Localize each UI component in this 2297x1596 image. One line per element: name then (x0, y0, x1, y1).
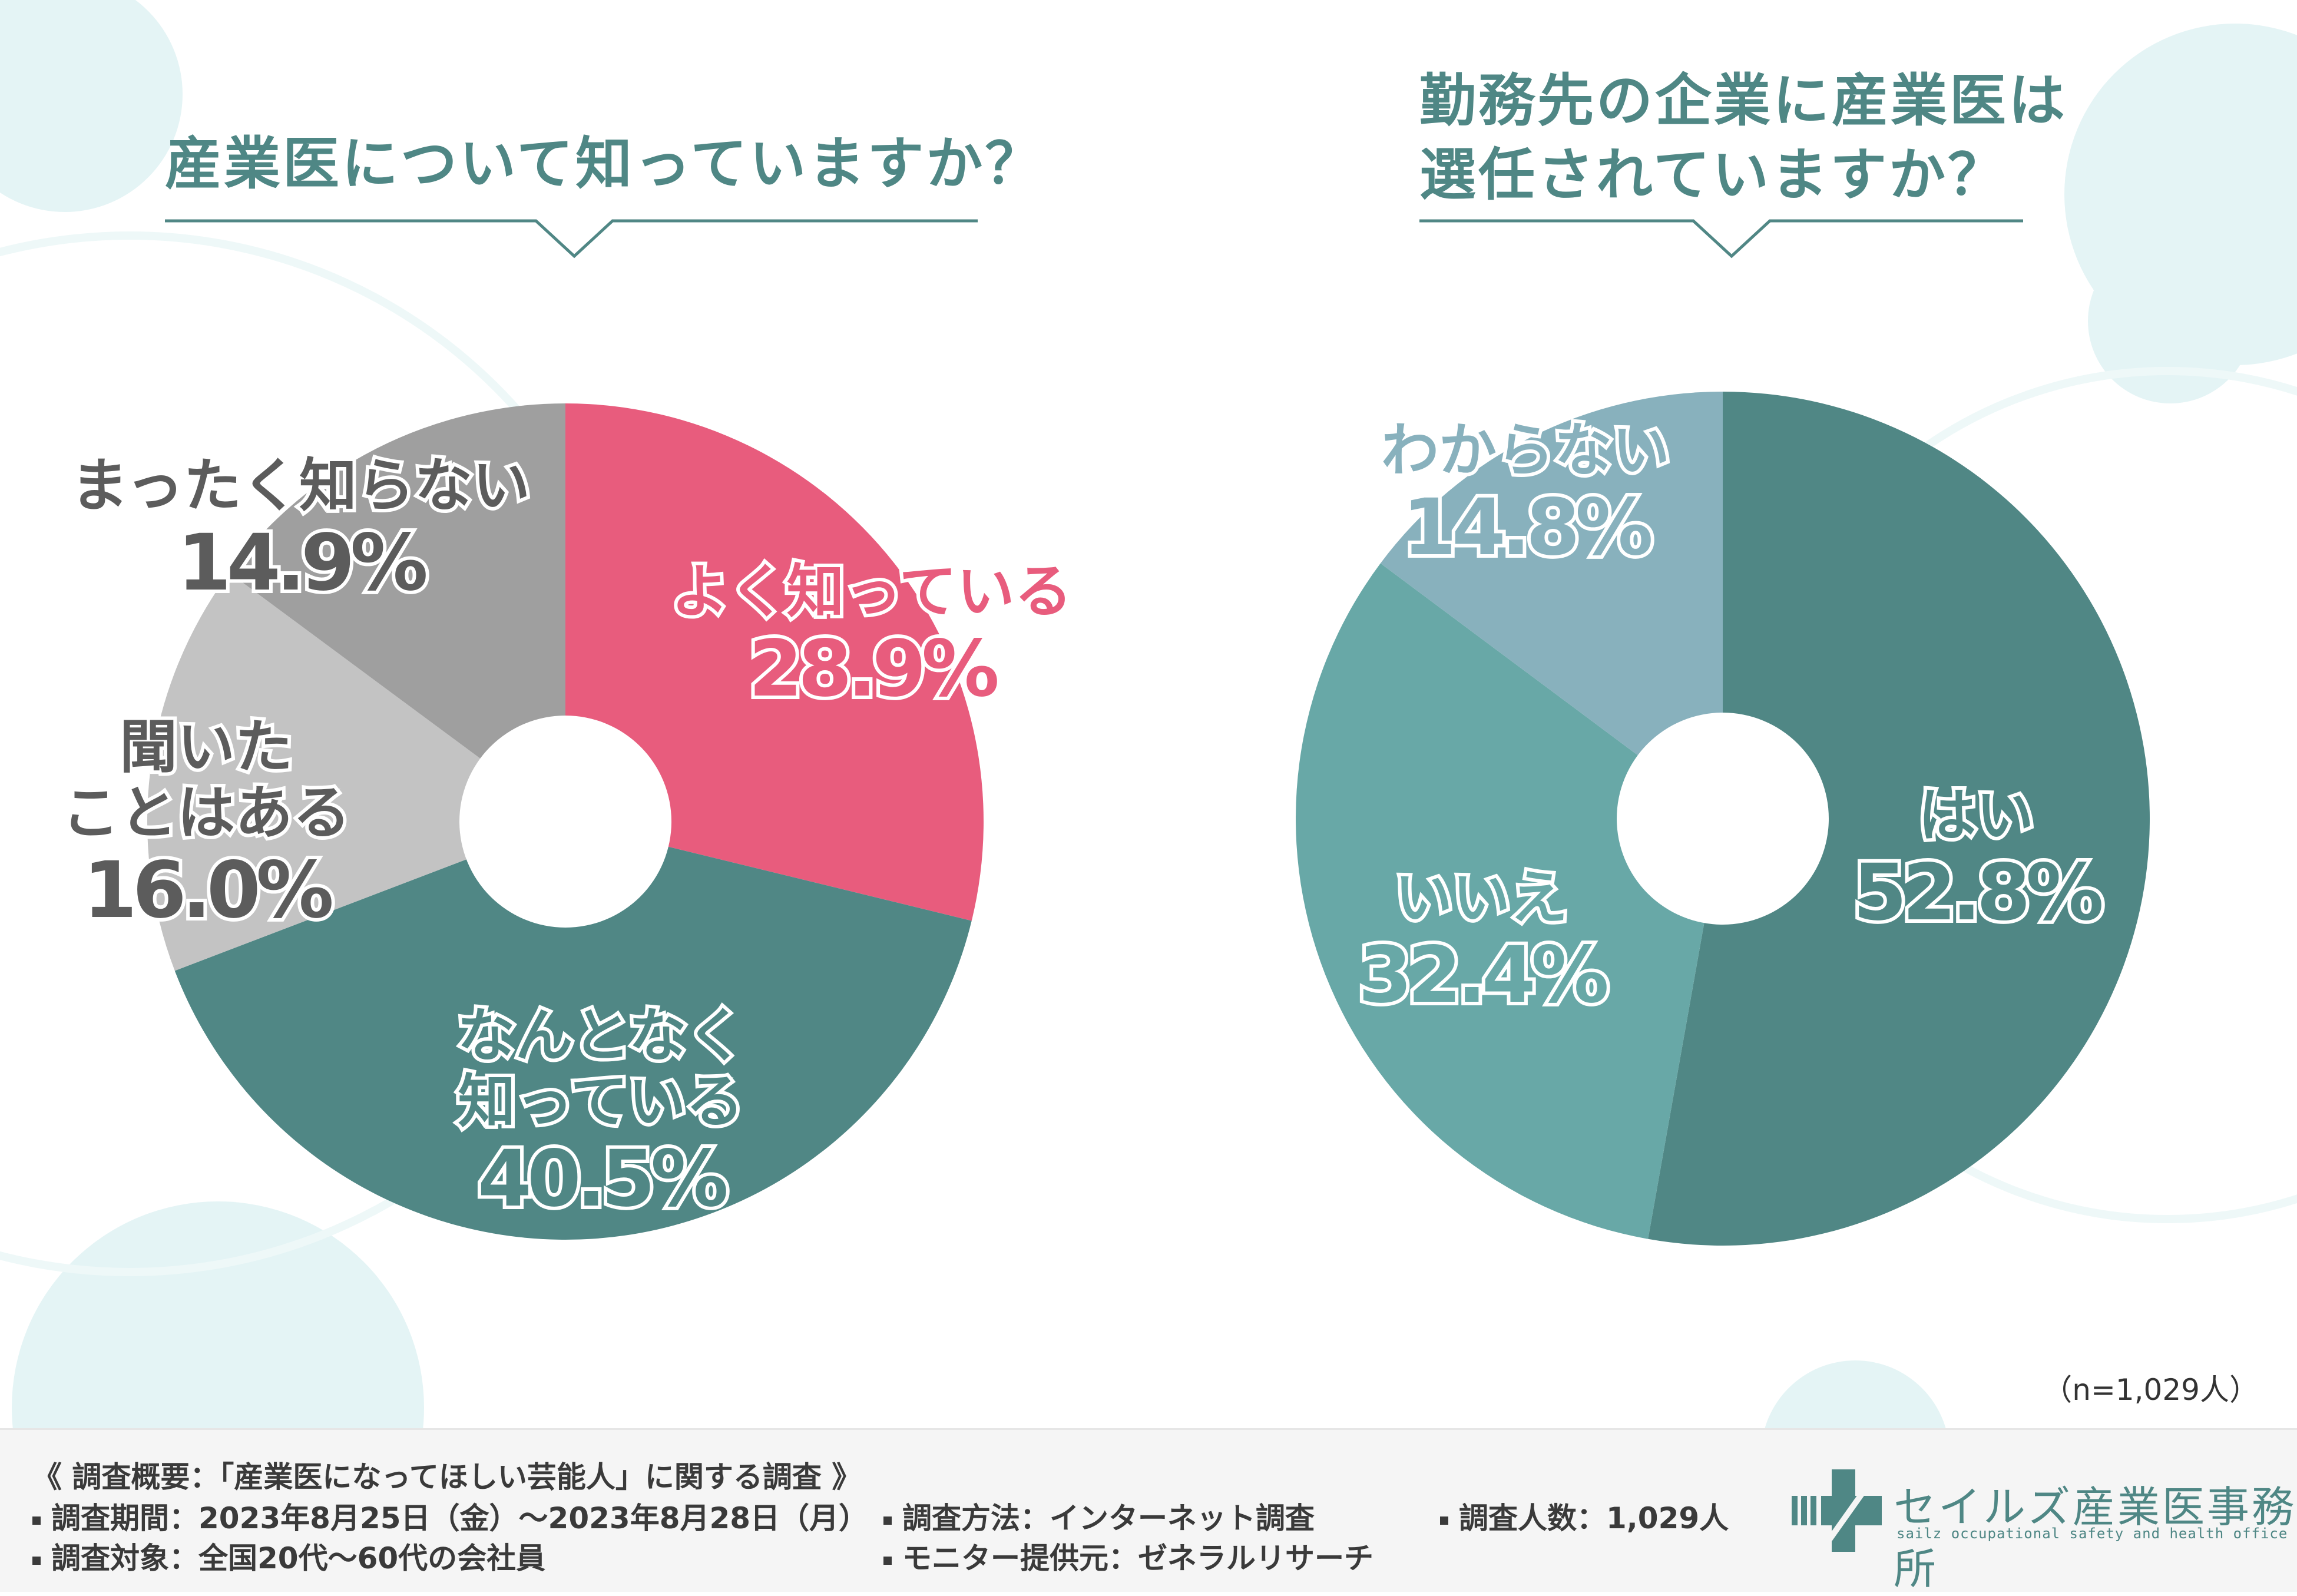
survey-method: 調査方法：インターネット調査 (883, 1495, 1315, 1537)
survey-target: 調査対象：全国20代～60代の会社員 (32, 1535, 545, 1577)
slice-label-percent: 52.8% (1849, 845, 2107, 941)
pie-slice-わからない (1380, 392, 1723, 819)
cross-logo-icon (1792, 1469, 1882, 1552)
company-logo-subtitle: sailz occupational safety and health off… (1896, 1525, 2288, 1542)
label-よく知っている: よく知っている 28.9% (667, 555, 1075, 717)
survey-provider: モニター提供元：ゼネラルリサーチ (883, 1535, 1373, 1577)
pie-center-hole (1617, 713, 1829, 925)
label-はい: はい 52.8% (1849, 779, 2107, 941)
slice-label-name: なんとなく (454, 999, 747, 1072)
slice-label-name: わからない (1378, 414, 1673, 487)
label-まったく知らない: まったく知らない 14.9% (67, 449, 534, 611)
slice-label-name: はい (1915, 779, 2037, 852)
right-title-line-2: 選任されていますか？ (1419, 142, 2007, 208)
slice-label-name: よく知っている (667, 555, 1075, 628)
right-chart-title: 勤務先の企業に産業医は 選任されていますか？ (1419, 64, 2067, 212)
slice-label-name: 知っている (454, 1065, 747, 1138)
label-聞いたことはある: 聞いた ことはある 16.0% (58, 711, 354, 938)
pie-slice-いいえ (1296, 563, 1723, 1239)
pie-slice-聞いたことはある (147, 572, 565, 971)
slice-label-percent: 14.9% (174, 515, 432, 611)
slice-label-percent: 32.4% (1355, 928, 1613, 1023)
slice-label-percent: 40.5% (474, 1131, 732, 1227)
slice-label-name: まったく知らない (67, 449, 534, 522)
label-なんとなく知っている: なんとなく 知っている 40.5% (454, 999, 747, 1227)
company-logo-name: セイルズ産業医事務所 (1894, 1482, 2297, 1594)
slice-label-name: ことはある (58, 777, 354, 850)
survey-footer: 《 調査概要：「産業医になってほしい芸能人」に関する調査 》 調査期間：2023… (0, 1428, 2297, 1592)
bullet-icon (32, 1516, 41, 1525)
pie-slice-まったく知らない (229, 403, 565, 822)
pie-slice-なんとなく知っている (174, 822, 972, 1240)
right-title-line-1: 勤務先の企業に産業医は (1419, 68, 2067, 134)
label-いいえ: いいえ 32.4% (1355, 862, 1613, 1023)
sample-size: （n=1,029人） (2043, 1373, 2259, 1407)
left-chart-title: 産業医について知っていますか？ (165, 131, 1044, 197)
pie-slice-はい (1648, 392, 2150, 1246)
slice-label-percent: 14.8% (1399, 480, 1657, 575)
survey-period: 調査期間：2023年8月25日（金）～2023年8月28日（月） (32, 1495, 868, 1537)
survey-count-text: 調査人数：1,029人 (1459, 1501, 1729, 1535)
label-わからない: わからない 14.8% (1378, 414, 1673, 575)
survey-target-text: 調査対象：全国20代～60代の会社員 (51, 1541, 546, 1575)
bullet-icon (883, 1556, 892, 1565)
survey-period-text: 調査期間：2023年8月25日（金）～2023年8月28日（月） (51, 1501, 869, 1535)
bullet-icon (1440, 1516, 1448, 1525)
survey-provider-text: モニター提供元：ゼネラルリサーチ (902, 1541, 1373, 1575)
bullet-icon (32, 1556, 41, 1565)
slice-label-percent: 28.9% (745, 621, 1003, 717)
slice-label-name: 聞いた (116, 711, 296, 784)
slice-label-name: いいえ (1391, 862, 1571, 935)
survey-count: 調査人数：1,029人 (1440, 1495, 1729, 1537)
survey-method-text: 調査方法：インターネット調査 (902, 1501, 1315, 1535)
pie-center-hole (459, 716, 671, 928)
slice-label-percent: 16.0% (80, 843, 337, 938)
survey-summary: 《 調査概要：「産業医になってほしい芸能人」に関する調査 》 (32, 1460, 862, 1494)
pie-slice-よく知っている (565, 403, 984, 921)
bullet-icon (883, 1516, 892, 1525)
